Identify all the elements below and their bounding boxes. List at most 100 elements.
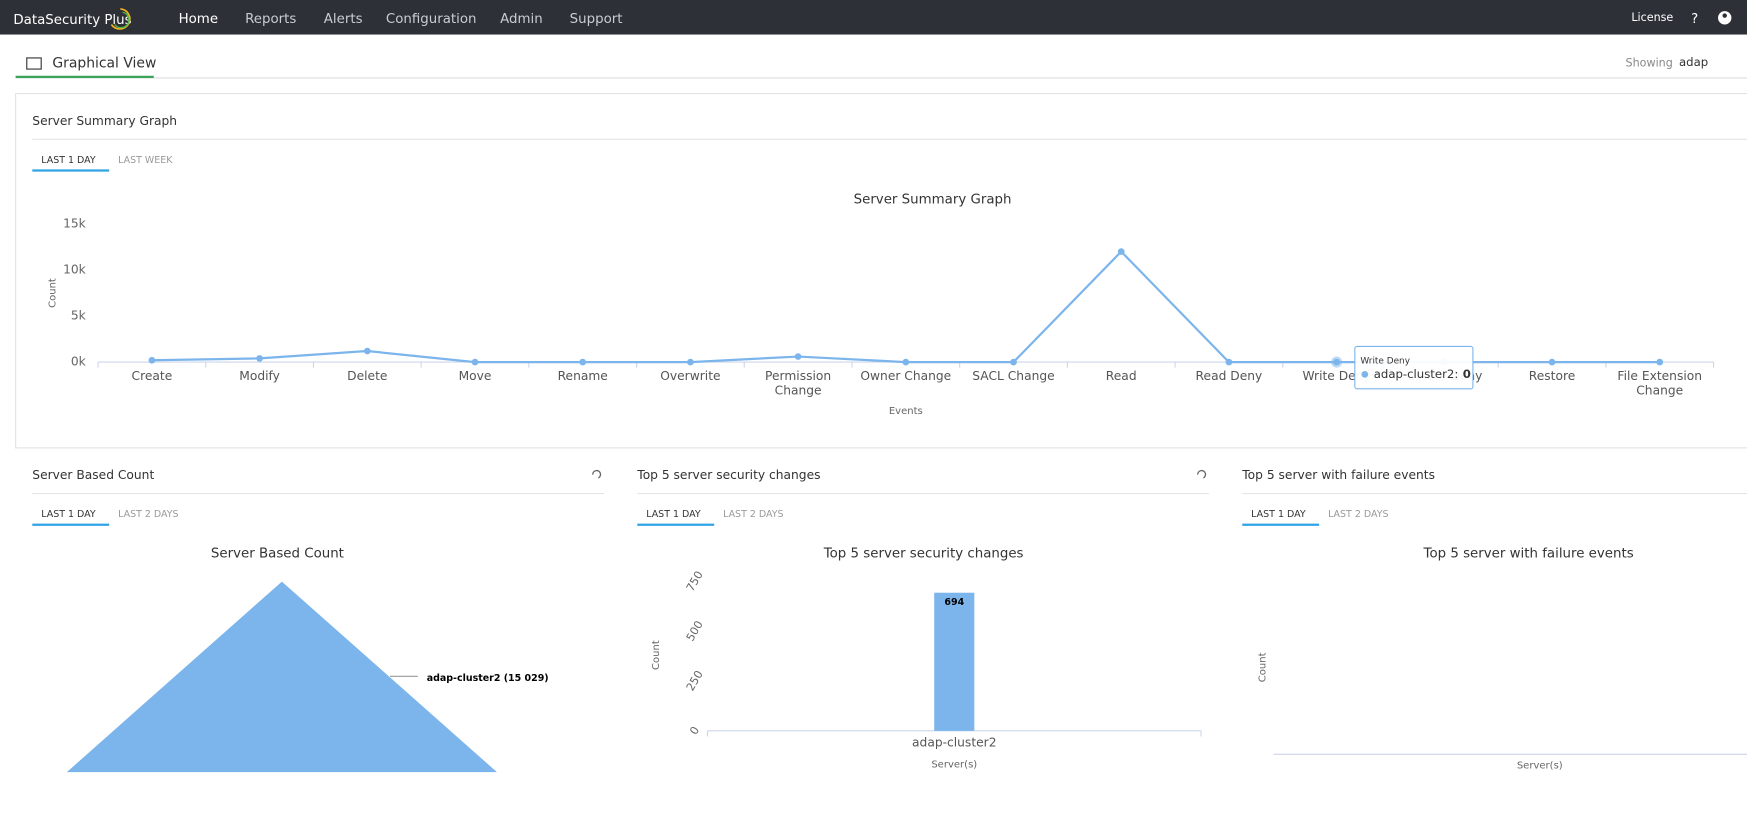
x-tick-label-box: Permission Change: [765, 368, 832, 398]
x-tick-label: Restore: [1528, 368, 1576, 384]
nav-item[interactable]: Configuration: [386, 12, 477, 27]
panel-title: Server Summary Graph: [32, 114, 177, 128]
point[interactable]: [687, 358, 694, 366]
x-axis-label: Server(s): [1517, 760, 1563, 771]
nav-item[interactable]: Alerts: [324, 12, 363, 27]
x-tick-label: Rename: [557, 368, 608, 384]
x-tick-label-box: SACL Change: [972, 368, 1055, 384]
y-tick-label: 0k: [71, 355, 87, 369]
y-tick-label: 15k: [63, 216, 87, 230]
x-tick-label-box: Restore: [1528, 368, 1576, 384]
tooltip-bullet: [1361, 371, 1369, 378]
showing-value[interactable]: adap: [1679, 55, 1708, 69]
tab[interactable]: LAST 1 DAY: [41, 509, 96, 520]
x-tick-label-box: File Extension Change: [1617, 368, 1702, 398]
x-tick-label-box: Read Deny: [1195, 368, 1263, 384]
x-tick-label: Permission Change: [765, 368, 832, 398]
point[interactable]: [148, 356, 156, 364]
x-tick-label: Overwrite: [660, 368, 721, 384]
x-tick-label: File Extension Change: [1617, 368, 1702, 398]
x-tick-label-box: Delete: [347, 368, 388, 384]
point[interactable]: [794, 353, 802, 360]
pie-slice[interactable]: [66, 581, 497, 773]
x-tick-label-box: Create: [131, 368, 173, 384]
y-tick-label: 500: [684, 619, 706, 644]
x-tick-label-box: Modify: [239, 368, 280, 384]
tooltip-value: 0: [1463, 367, 1471, 381]
data-label: adap-cluster2 (15 029): [427, 673, 549, 684]
bar[interactable]: [934, 592, 975, 731]
x-tick-label-box: Move: [458, 368, 492, 384]
point[interactable]: [256, 355, 263, 362]
tab[interactable]: LAST 2 DAYS: [723, 509, 783, 520]
tooltip-header: Write Deny: [1360, 356, 1410, 366]
refresh-icon[interactable]: [1197, 469, 1207, 479]
y-tick-label: 750: [684, 569, 706, 594]
refresh-icon[interactable]: [592, 469, 602, 479]
x-tick-label-box: Owner Change: [860, 368, 952, 384]
nav-item[interactable]: Reports: [245, 12, 296, 27]
x-tick-label: Create: [131, 368, 173, 384]
x-tick-label-box: Read: [1105, 368, 1137, 384]
x-tick-label: SACL Change: [972, 368, 1055, 384]
x-tick-label: Delete: [347, 368, 388, 384]
tooltip: [1354, 345, 1474, 390]
showing-label: Showing: [1626, 57, 1673, 70]
x-tick-label: Modify: [239, 368, 280, 384]
point[interactable]: [1225, 358, 1233, 366]
y-axis-label: Count: [651, 640, 662, 670]
tooltip-text: adap-cluster2:: [1374, 367, 1459, 381]
point[interactable]: [579, 358, 587, 366]
point[interactable]: [1010, 358, 1017, 366]
x-tick-label-box: Overwrite: [660, 368, 721, 384]
panel-title: Server Based Count: [32, 468, 154, 482]
point[interactable]: [363, 347, 371, 355]
nav-item[interactable]: Support: [570, 12, 623, 27]
tab[interactable]: LAST 1 DAY: [1251, 509, 1306, 520]
chart-title: Top 5 server security changes: [823, 547, 1024, 562]
y-tick-label: 10k: [63, 262, 87, 276]
nav-item[interactable]: Home: [179, 12, 218, 27]
point[interactable]: [902, 358, 910, 366]
chart-title: Server Based Count: [211, 547, 344, 562]
y-axis-label: Count: [1257, 652, 1268, 682]
user-icon-head: [1722, 13, 1727, 18]
point[interactable]: [1548, 358, 1556, 366]
chart-title: Server Summary Graph: [854, 192, 1012, 207]
nav-bar: [0, 0, 1747, 35]
y-tick-label: 250: [684, 668, 706, 693]
x-tick-label: Read Deny: [1195, 368, 1263, 384]
tab[interactable]: LAST 1 DAY: [646, 509, 701, 520]
panel-title: Top 5 server with failure events: [1241, 468, 1435, 482]
brand[interactable]: DataSecurity Plus: [13, 13, 131, 28]
tab[interactable]: LAST 2 DAYS: [1328, 509, 1388, 520]
x-tick-label: Move: [458, 368, 492, 384]
y-axis-label: Count: [47, 278, 58, 308]
point[interactable]: [1117, 248, 1125, 255]
tab[interactable]: LAST 2 DAYS: [118, 509, 178, 520]
x-axis-label: Events: [889, 406, 923, 417]
x-tick-label-box: Rename: [557, 368, 608, 384]
point[interactable]: [471, 358, 479, 366]
help-link[interactable]: ?: [1691, 12, 1698, 27]
point[interactable]: [1656, 358, 1664, 366]
graph-icon: [26, 57, 42, 70]
license-link[interactable]: License: [1631, 11, 1673, 24]
x-tick-label: Write Deny: [1302, 368, 1371, 384]
y-tick-label: 5k: [71, 309, 87, 323]
x-tick-label: Read: [1105, 368, 1137, 384]
nav-item[interactable]: Admin: [500, 12, 543, 27]
hover-halo: [1331, 356, 1343, 368]
x-tick-label-box: Write Deny: [1302, 368, 1371, 384]
brand-logo: [114, 11, 130, 29]
data-label: 694: [944, 597, 964, 608]
chart-title: Top 5 server with failure events: [1423, 547, 1634, 562]
page-title[interactable]: Graphical View: [52, 56, 156, 72]
x-tick-label: adap-cluster2: [912, 736, 996, 750]
x-tick-label: Owner Change: [860, 368, 952, 384]
tab[interactable]: LAST 1 DAY: [41, 155, 96, 166]
panel-title: Top 5 server security changes: [636, 468, 820, 482]
x-axis-label: Server(s): [931, 759, 977, 770]
tab[interactable]: LAST WEEK: [118, 155, 173, 166]
